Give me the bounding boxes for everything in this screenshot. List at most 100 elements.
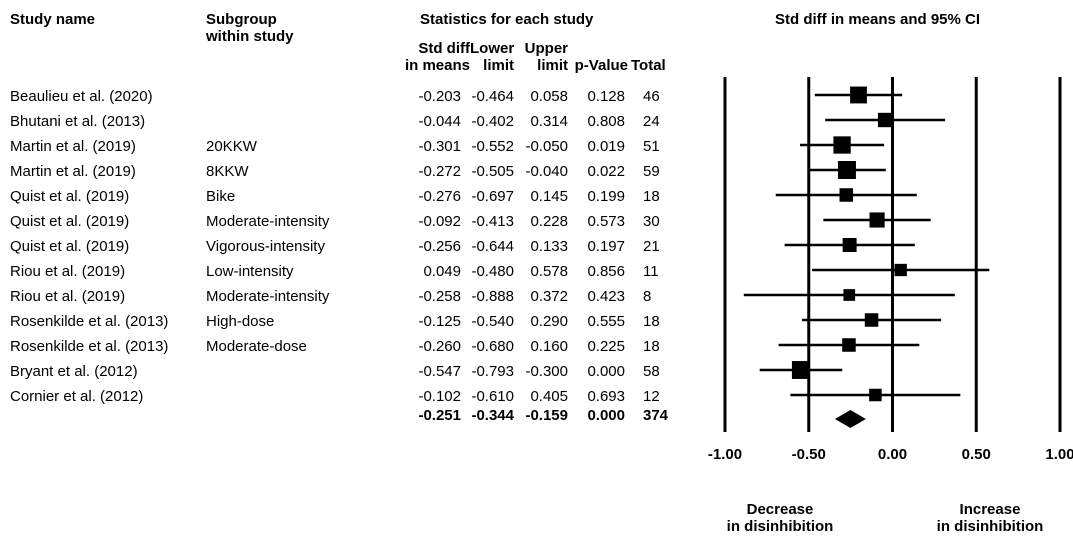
study-marker [850, 86, 867, 104]
upper-limit-cell: -0.040 [525, 163, 568, 180]
increase-label-line2: in disinhibition [936, 518, 1044, 535]
study-marker [877, 112, 893, 128]
header-subgroup-line1: Subgroup [206, 11, 277, 28]
study-name-cell: Martin et al. (2019) [10, 138, 136, 155]
study-marker [894, 263, 907, 277]
study-marker [839, 188, 854, 202]
upper-limit-cell: 0.405 [530, 388, 568, 405]
col-header-lower-line1: Lower [470, 40, 515, 57]
x-tick-label: -0.50 [791, 446, 826, 463]
plot-title: Std diff in means and 95% CI [775, 11, 981, 28]
subgroup-cell: Moderate-dose [206, 338, 307, 355]
x-tick-label: 1.00 [1045, 446, 1073, 463]
smd-cell: -0.260 [418, 338, 461, 355]
total-cell: 21 [643, 238, 660, 255]
study-name-cell: Rosenkilde et al. (2013) [10, 338, 169, 355]
header-statistics: Statistics for each study [420, 11, 594, 28]
p-value-cell: 0.022 [587, 163, 625, 180]
header-subgroup-line2: within study [206, 28, 294, 45]
study-name-cell: Riou et al. (2019) [10, 288, 126, 305]
total-cell: 11 [643, 263, 659, 280]
p-value-cell: 0.199 [587, 188, 625, 205]
subgroup-cell: Bike [206, 188, 236, 205]
total-cell: 18 [643, 188, 660, 205]
study-name-cell: Quist et al. (2019) [10, 238, 130, 255]
total-cell: 46 [643, 88, 660, 105]
study-name-cell: Bhutani et al. (2013) [10, 113, 146, 130]
subgroup-cell: Moderate-intensity [206, 213, 330, 230]
lower-limit-cell: -0.480 [471, 263, 514, 280]
study-name-cell: Cornier et al. (2012) [10, 388, 144, 405]
lower-limit-cell: -0.680 [471, 338, 514, 355]
upper-limit-cell: 0.372 [530, 288, 568, 305]
lower-limit-cell: -0.505 [471, 163, 514, 180]
total-cell: 8 [643, 288, 652, 305]
summary-lower: -0.344 [471, 407, 514, 424]
lower-limit-cell: -0.697 [471, 188, 514, 205]
subgroup-cell: High-dose [206, 313, 275, 330]
lower-limit-cell: -0.644 [471, 238, 514, 255]
smd-cell: -0.102 [418, 388, 461, 405]
study-marker [833, 136, 851, 154]
study-name-cell: Martin et al. (2019) [10, 163, 136, 180]
total-cell: 30 [643, 213, 660, 230]
col-header-smd-line2: in means [404, 57, 470, 74]
lower-limit-cell: -0.402 [471, 113, 514, 130]
summary-diamond [834, 410, 866, 428]
study-name-cell: Quist et al. (2019) [10, 188, 130, 205]
study-name-cell: Beaulieu et al. (2020) [10, 88, 153, 105]
total-cell: 18 [643, 313, 660, 330]
subgroup-cell: Low-intensity [206, 263, 294, 280]
study-name-cell: Rosenkilde et al. (2013) [10, 313, 169, 330]
study-marker [842, 338, 856, 352]
col-header-total: Total [631, 57, 666, 74]
upper-limit-cell: 0.160 [530, 338, 568, 355]
upper-limit-cell: 0.290 [530, 313, 568, 330]
study-marker [837, 161, 856, 179]
study-marker [842, 238, 857, 252]
p-value-cell: 0.000 [587, 363, 625, 380]
summary-p-value: 0.000 [587, 407, 625, 424]
col-header-smd-line1: Std diff [418, 40, 470, 57]
col-header-lower-line2: limit [483, 57, 514, 74]
upper-limit-cell: 0.058 [530, 88, 568, 105]
x-tick-label: 0.00 [877, 446, 908, 463]
upper-limit-cell: 0.228 [530, 213, 568, 230]
subgroup-cell: Moderate-intensity [206, 288, 330, 305]
upper-limit-cell: 0.314 [530, 113, 568, 130]
summary-smd: -0.251 [418, 407, 461, 424]
total-cell: 59 [643, 163, 660, 180]
p-value-cell: 0.856 [587, 263, 625, 280]
lower-limit-cell: -0.464 [471, 88, 514, 105]
x-tick-label: -1.00 [707, 446, 743, 463]
p-value-cell: 0.423 [587, 288, 625, 305]
increase-label-line1: Increase [959, 501, 1021, 518]
subgroup-cell: 8KKW [206, 163, 249, 180]
p-value-cell: 0.128 [587, 88, 625, 105]
study-name-cell: Riou et al. (2019) [10, 263, 126, 280]
total-cell: 58 [643, 363, 660, 380]
x-tick-label: 0.50 [961, 446, 991, 463]
smd-cell: 0.049 [423, 263, 461, 280]
summary-total: 374 [643, 407, 669, 424]
header-study-name: Study name [10, 11, 96, 28]
study-marker [869, 212, 885, 228]
lower-limit-cell: -0.413 [471, 213, 514, 230]
study-marker [843, 289, 856, 301]
upper-limit-cell: -0.300 [525, 363, 568, 380]
p-value-cell: 0.225 [587, 338, 625, 355]
smd-cell: -0.125 [418, 313, 461, 330]
smd-cell: -0.203 [418, 88, 461, 105]
col-header-upper-line1: Upper [524, 40, 568, 57]
lower-limit-cell: -0.610 [471, 388, 514, 405]
lower-limit-cell: -0.888 [471, 288, 514, 305]
p-value-cell: 0.573 [587, 213, 625, 230]
col-header-upper-line2: limit [537, 57, 568, 74]
smd-cell: -0.547 [418, 363, 461, 380]
subgroup-cell: 20KKW [206, 138, 257, 155]
lower-limit-cell: -0.793 [471, 363, 514, 380]
study-marker [869, 388, 882, 402]
smd-cell: -0.301 [418, 138, 461, 155]
subgroup-cell: Vigorous-intensity [206, 238, 325, 255]
